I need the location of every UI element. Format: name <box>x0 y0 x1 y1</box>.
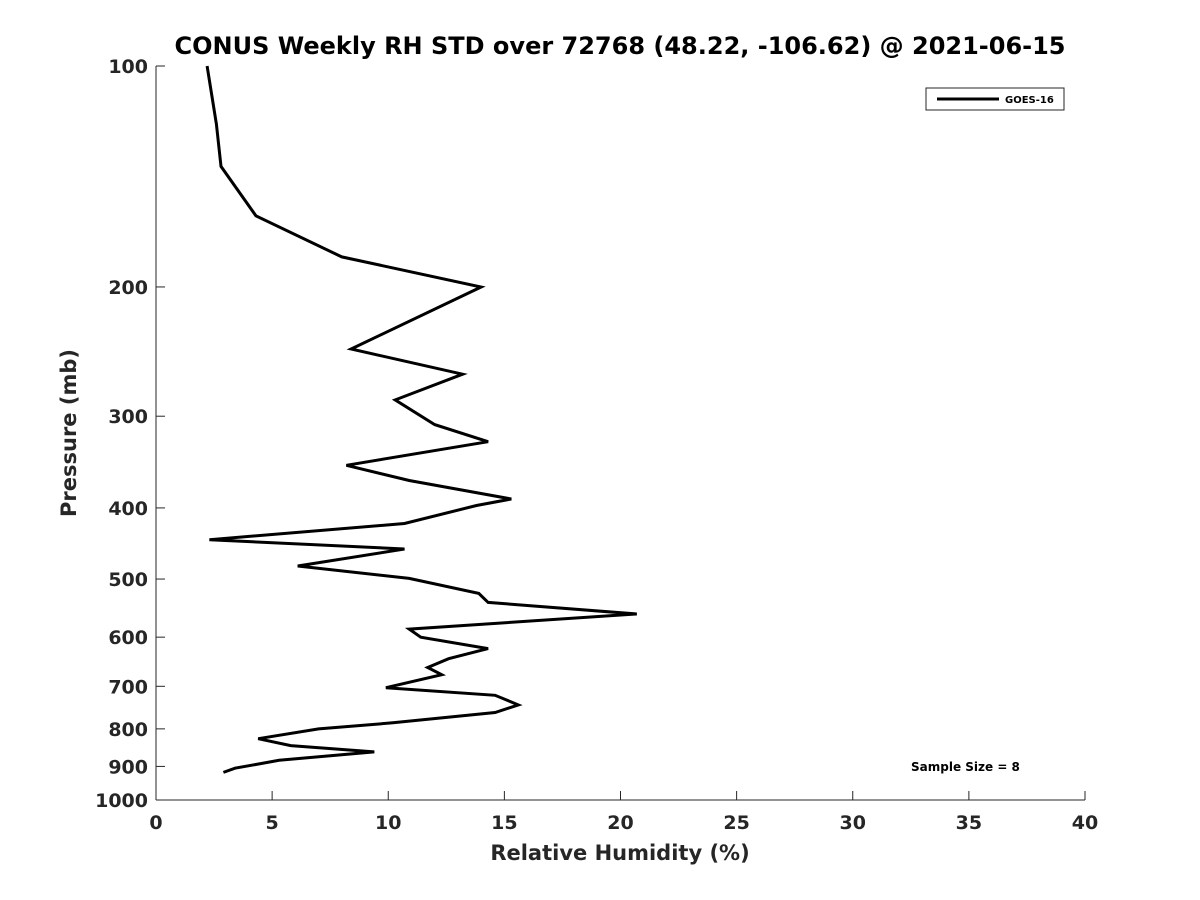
x-tick-label: 15 <box>491 812 517 834</box>
x-tick-label: 40 <box>1072 812 1098 834</box>
y-tick-label: 500 <box>108 569 148 591</box>
y-tick-label: 200 <box>108 277 148 299</box>
x-tick-label: 35 <box>956 812 982 834</box>
chart-title: CONUS Weekly RH STD over 72768 (48.22, -… <box>174 32 1065 60</box>
y-tick-label: 100 <box>108 56 148 78</box>
x-axis-ticks: 0 5 10 15 20 25 30 35 40 <box>149 791 1098 834</box>
y-tick-label: 1000 <box>95 790 148 812</box>
y-axis-ticks: 100 200 300 400 500 600 700 800 900 1000 <box>95 56 165 812</box>
x-tick-label: 10 <box>375 812 401 834</box>
series-line-goes-16 <box>205 65 637 774</box>
y-tick-label: 300 <box>108 406 148 428</box>
y-tick-label: 900 <box>108 756 148 778</box>
x-tick-label: 30 <box>840 812 866 834</box>
x-tick-label: 20 <box>607 812 633 834</box>
x-tick-label: 5 <box>266 812 279 834</box>
y-tick-label: 600 <box>108 627 148 649</box>
legend-entry-goes-16: GOES-16 <box>1005 95 1054 106</box>
legend[interactable]: GOES-16 <box>925 87 1065 111</box>
y-tick-label: 700 <box>108 676 148 698</box>
sample-size-annotation: Sample Size = 8 <box>911 760 1020 774</box>
x-tick-label: 25 <box>723 812 749 834</box>
y-tick-label: 400 <box>108 498 148 520</box>
x-axis-label: Relative Humidity (%) <box>490 841 749 865</box>
x-tick-label: 0 <box>149 812 162 834</box>
y-tick-label: 800 <box>108 719 148 741</box>
series-layer <box>205 65 637 774</box>
y-axis-label: Pressure (mb) <box>57 349 81 517</box>
